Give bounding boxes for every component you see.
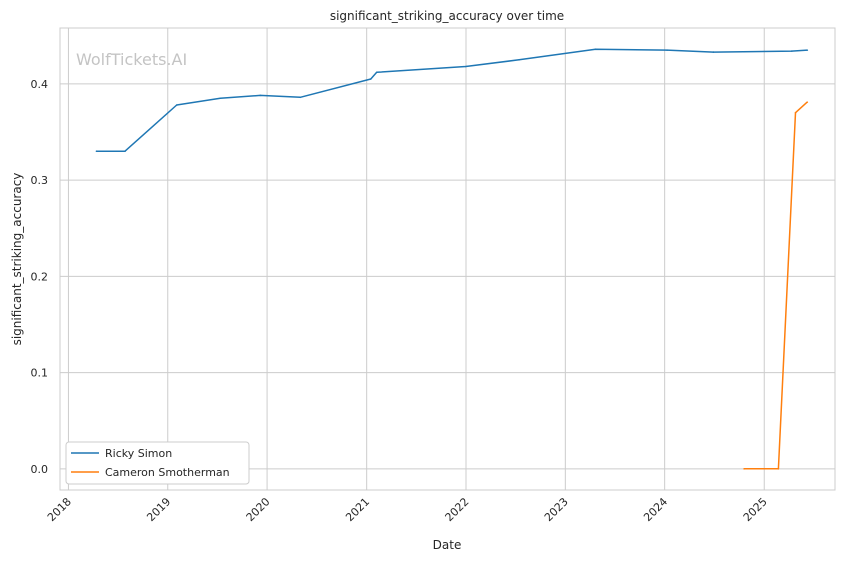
watermark: WolfTickets.AI: [76, 50, 187, 69]
y-tick-label: 0.1: [31, 367, 49, 380]
x-tick-label: 2024: [641, 495, 670, 524]
data-point-ricky-simon: [518, 58, 520, 61]
legend-label-ricky-simon: Ricky Simon: [105, 447, 172, 460]
data-point-ricky-simon: [95, 150, 98, 152]
data-point-ricky-simon: [369, 78, 372, 80]
series-line-cameron-smotherman: [744, 101, 808, 470]
data-point-ricky-simon: [124, 150, 126, 152]
legend: Ricky Simon Cameron Smotherman: [65, 441, 250, 485]
data-point-ricky-simon: [790, 50, 793, 52]
chart-title: significant_striking_accuracy over time: [330, 9, 564, 23]
y-tick-label: 0.3: [31, 174, 49, 187]
data-point-ricky-simon: [175, 104, 178, 106]
y-ticks: 0.0 0.1 0.2 0.3 0.4: [31, 78, 49, 476]
data-point-ricky-simon: [219, 97, 222, 100]
x-ticks: 2018 2019 2020 2021 2022 2023 2024 2025: [45, 495, 770, 524]
x-tick-label: 2025: [741, 495, 770, 524]
plot-area: [59, 27, 836, 491]
data-point-cameron-smotherman: [806, 101, 809, 103]
y-tick-label: 0.4: [31, 78, 49, 91]
legend-box: [65, 441, 250, 485]
data-point-ricky-simon: [666, 49, 668, 51]
series-lines: [95, 48, 809, 470]
data-point-ricky-simon: [375, 71, 378, 74]
x-tick-label: 2021: [343, 495, 372, 524]
x-tick-label: 2023: [542, 495, 571, 524]
data-point-ricky-simon: [806, 49, 809, 51]
data-point-ricky-simon: [259, 94, 262, 97]
legend-label-cameron-smotherman: Cameron Smotherman: [105, 466, 230, 479]
data-point-cameron-smotherman: [794, 111, 797, 114]
y-tick-label: 0.2: [31, 270, 49, 283]
y-axis-label: significant_striking_accuracy: [10, 173, 24, 346]
x-tick-label: 2018: [45, 495, 74, 524]
y-tick-label: 0.0: [31, 463, 49, 476]
x-tick-label: 2019: [144, 495, 173, 524]
x-tick-label: 2022: [443, 495, 472, 524]
grid: [60, 28, 835, 490]
data-point-ricky-simon: [712, 51, 715, 53]
x-tick-label: 2020: [244, 495, 273, 524]
x-axis-label: Date: [433, 538, 462, 552]
data-point-cameron-smotherman: [743, 468, 745, 470]
data-point-ricky-simon: [594, 48, 597, 50]
data-point-ricky-simon: [464, 65, 467, 68]
data-point-cameron-smotherman: [777, 468, 780, 470]
data-point-ricky-simon: [299, 96, 302, 99]
